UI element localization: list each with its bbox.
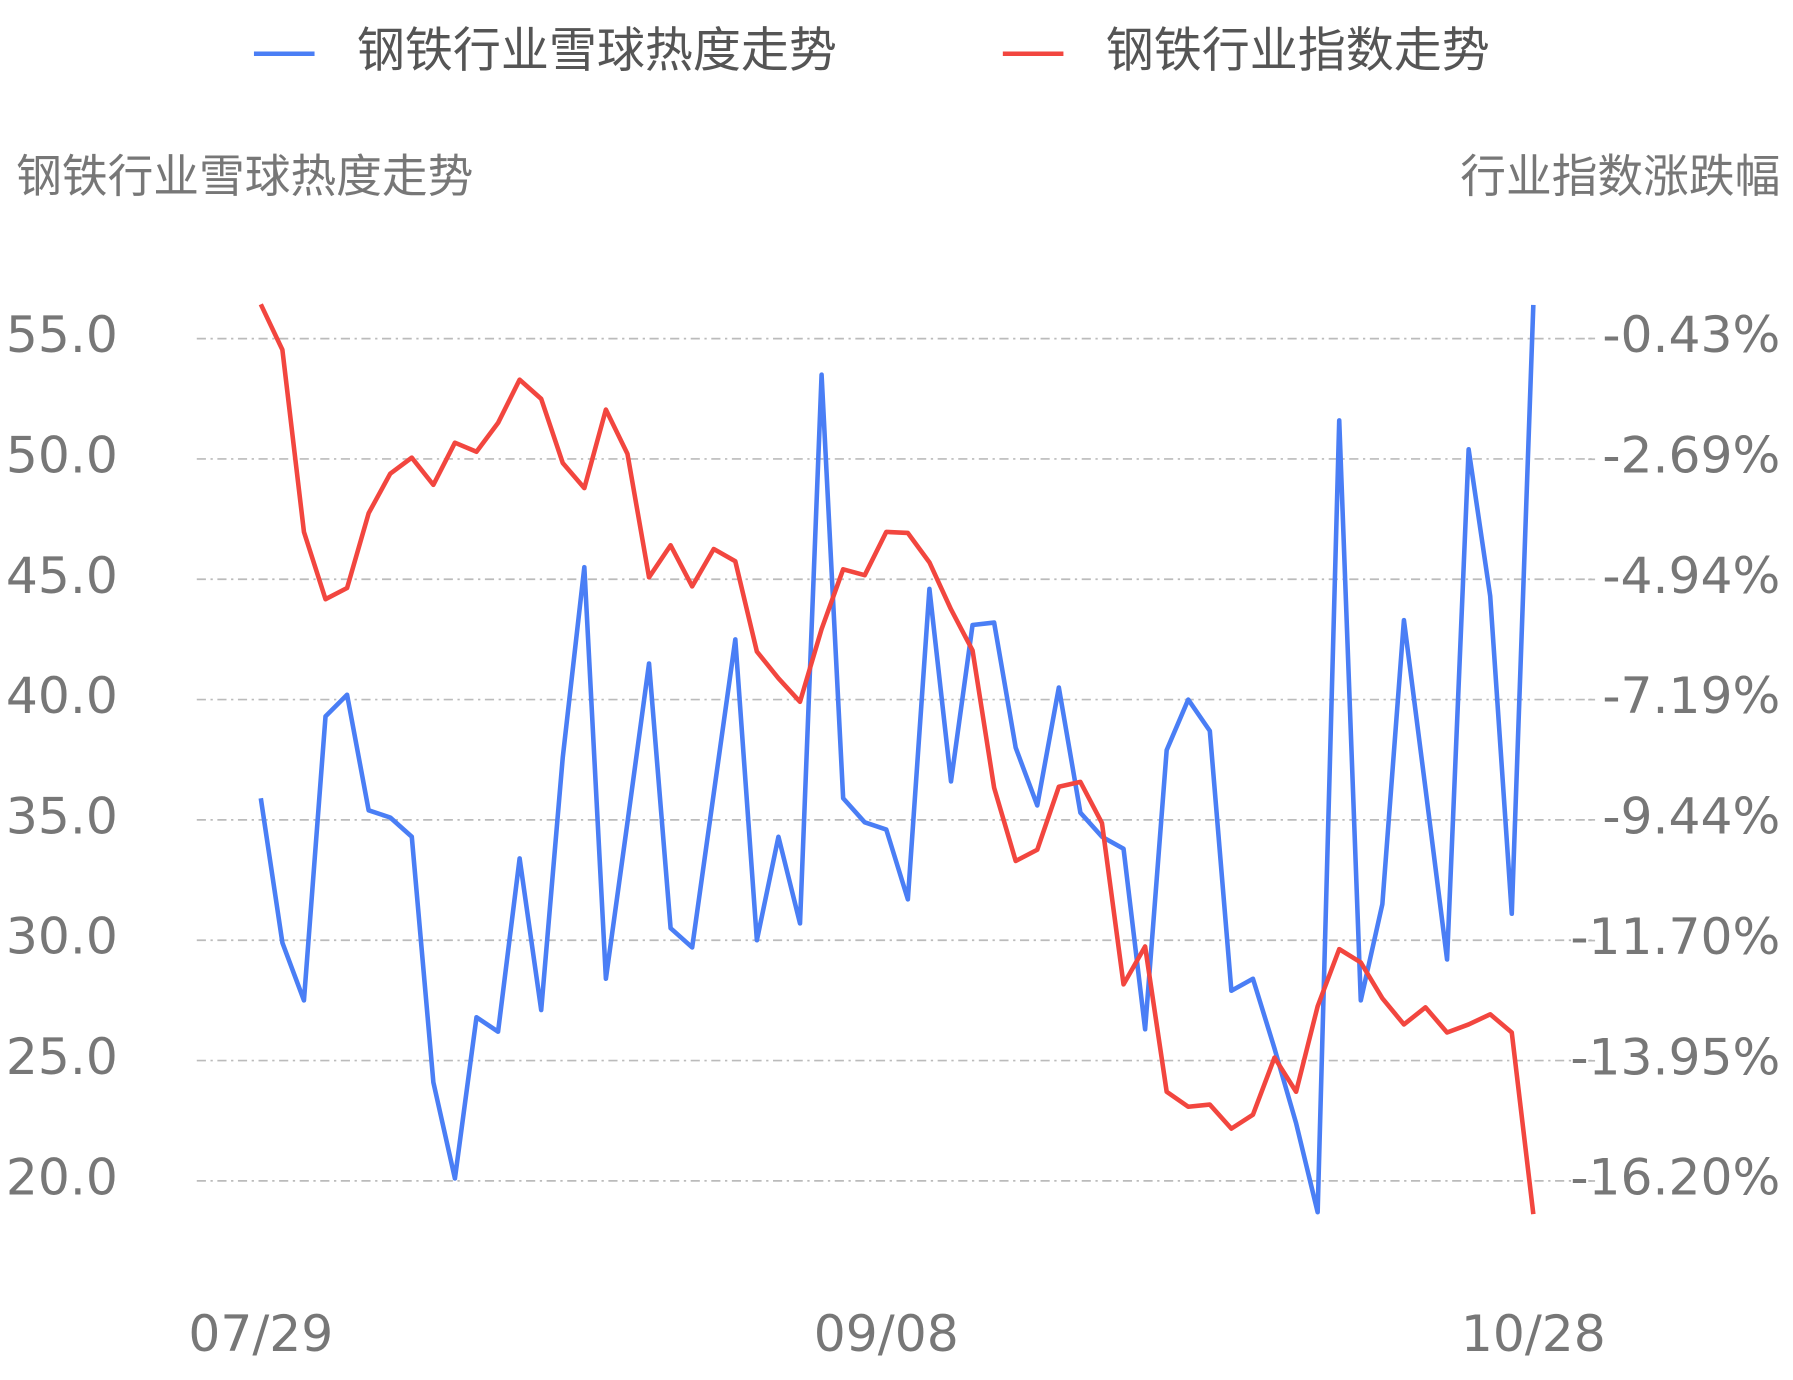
x-tick-label: 09/08 [814,1304,959,1363]
y-tick-label: 50.0 [6,425,118,484]
y2-tick-label: -9.44% [1602,786,1780,845]
y-tick-label: 55.0 [6,305,118,364]
y2-tick-label: -16.20% [1570,1147,1780,1206]
y2-axis-title: 行业指数涨跌幅 [1460,150,1780,203]
y2-tick-label: -13.95% [1570,1027,1780,1086]
y2-tick-label: -7.19% [1602,666,1780,725]
y2-tick-label: -0.43% [1602,305,1780,364]
series-line [258,303,1536,1215]
legend-label: 钢铁行业雪球热度走势 [357,23,837,79]
y-tick-label: 35.0 [6,786,118,845]
y2-tick-label: -2.69% [1602,426,1780,485]
y-tick-label: 45.0 [6,546,118,605]
x-tick-label: 10/28 [1461,1304,1606,1363]
y2-tick-label: -4.94% [1602,546,1780,605]
y2-tick-label: -11.70% [1570,907,1780,966]
legend-label: 钢铁行业指数走势 [1106,23,1490,79]
y-tick-label: 25.0 [6,1027,118,1086]
y-tick-label: 20.0 [6,1147,118,1206]
y-axis-title: 钢铁行业雪球热度走势 [16,150,473,203]
y-tick-label: 40.0 [6,666,118,725]
x-tick-label: 07/29 [188,1304,333,1363]
y-tick-label: 30.0 [6,907,118,966]
series-line [258,304,1536,1215]
